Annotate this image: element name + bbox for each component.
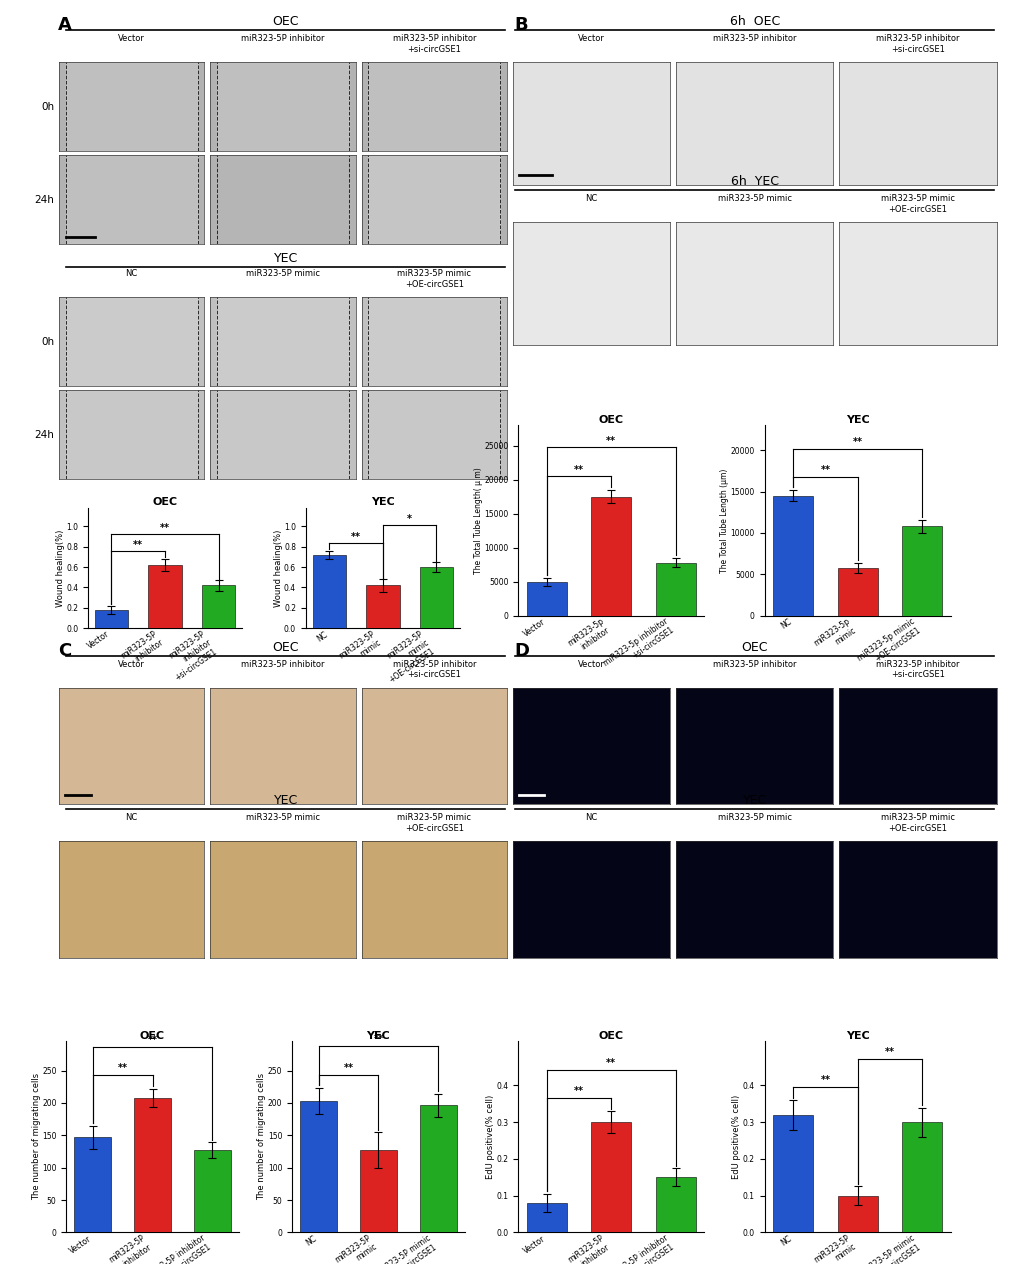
Text: **: ** (574, 1086, 583, 1096)
Y-axis label: EdU positive(% cell): EdU positive(% cell) (485, 1095, 494, 1179)
Bar (591, 1122, 631, 1232)
Y-axis label: The number of migrating cells: The number of migrating cells (32, 1073, 41, 1201)
Text: OEC: OEC (741, 641, 767, 653)
Bar (420, 568, 452, 628)
Text: Vector: Vector (118, 660, 145, 669)
Text: **: ** (351, 532, 361, 542)
Bar (591, 497, 631, 616)
Bar (202, 585, 235, 628)
Text: Vector: Vector (118, 34, 145, 43)
Text: miR323-5P mimic
+OE-circGSE1: miR323-5P mimic +OE-circGSE1 (397, 269, 471, 288)
Bar (419, 1106, 457, 1232)
Text: YEC: YEC (742, 794, 766, 808)
Text: *: * (407, 514, 412, 525)
Text: A: A (58, 16, 72, 34)
Text: C: C (58, 642, 71, 660)
Text: **: ** (160, 522, 170, 532)
Text: 0h: 0h (41, 101, 54, 111)
Text: **: ** (884, 1047, 894, 1057)
Text: YEC: YEC (273, 794, 298, 808)
Text: NC: NC (125, 269, 138, 278)
Text: miR323-5P inhibitor: miR323-5P inhibitor (712, 34, 796, 43)
Text: miR323-5P inhibitor: miR323-5P inhibitor (242, 660, 324, 669)
Text: miR323-5P inhibitor
+si-circGSE1: miR323-5P inhibitor +si-circGSE1 (392, 660, 476, 679)
Title: OEC: OEC (598, 415, 624, 425)
Bar (772, 1115, 812, 1232)
Text: 24h: 24h (35, 195, 54, 205)
Bar (837, 568, 876, 616)
Text: YEC: YEC (273, 252, 298, 264)
Text: 24h: 24h (35, 430, 54, 440)
Text: Vector: Vector (578, 660, 604, 669)
Text: D: D (514, 642, 529, 660)
Title: YEC: YEC (371, 497, 394, 507)
Text: **: ** (343, 1063, 354, 1073)
Text: miR323-5P mimic
+OE-circGSE1: miR323-5P mimic +OE-circGSE1 (880, 195, 954, 214)
Text: **: ** (819, 465, 829, 475)
Text: NC: NC (585, 195, 597, 204)
Title: YEC: YEC (366, 1030, 390, 1040)
Bar (313, 555, 345, 628)
Bar (837, 1196, 876, 1232)
Text: miR323-5P mimic: miR323-5P mimic (717, 813, 791, 822)
Text: miR323-5P inhibitor
+si-circGSE1: miR323-5P inhibitor +si-circGSE1 (875, 34, 959, 53)
Text: **: ** (574, 465, 583, 474)
Text: miR323-5P inhibitor
+si-circGSE1: miR323-5P inhibitor +si-circGSE1 (875, 660, 959, 679)
Text: **: ** (148, 1035, 157, 1045)
Title: OEC: OEC (140, 1030, 165, 1040)
Text: **: ** (605, 436, 615, 446)
Bar (366, 585, 399, 628)
Text: **: ** (852, 437, 862, 447)
Bar (655, 1177, 695, 1232)
Text: **: ** (117, 1063, 127, 1073)
Text: miR323-5P inhibitor
+si-circGSE1: miR323-5P inhibitor +si-circGSE1 (392, 34, 476, 53)
Text: 6h  OEC: 6h OEC (729, 15, 780, 28)
Text: 0h: 0h (41, 336, 54, 346)
Text: 6h  YEC: 6h YEC (730, 174, 779, 188)
Bar (655, 562, 695, 616)
Text: miR323-5P mimic: miR323-5P mimic (717, 195, 791, 204)
Bar (526, 581, 567, 616)
Y-axis label: The number of migrating cells: The number of migrating cells (257, 1073, 266, 1201)
Bar (149, 565, 181, 628)
Title: YEC: YEC (845, 1030, 868, 1040)
Bar (133, 1097, 171, 1232)
Text: **: ** (373, 1034, 383, 1044)
Y-axis label: Wound healing(%): Wound healing(%) (273, 530, 282, 607)
Text: NC: NC (125, 813, 138, 822)
Y-axis label: Wound healing(%): Wound healing(%) (56, 530, 64, 607)
Bar (360, 1150, 396, 1232)
Text: OEC: OEC (272, 641, 299, 653)
Bar (74, 1138, 111, 1232)
Text: miR323-5P mimic: miR323-5P mimic (246, 269, 320, 278)
Bar (526, 1203, 567, 1232)
Bar (901, 1122, 942, 1232)
Bar (772, 495, 812, 616)
Y-axis label: The Total Tube Length( μ m): The Total Tube Length( μ m) (474, 468, 482, 574)
Text: B: B (514, 16, 527, 34)
Title: OEC: OEC (598, 1030, 624, 1040)
Text: **: ** (133, 540, 143, 550)
Text: miR323-5P mimic
+OE-circGSE1: miR323-5P mimic +OE-circGSE1 (397, 813, 471, 833)
Text: OEC: OEC (272, 15, 299, 28)
Text: Vector: Vector (578, 34, 604, 43)
Text: miR323-5P mimic
+OE-circGSE1: miR323-5P mimic +OE-circGSE1 (880, 813, 954, 833)
Text: **: ** (605, 1058, 615, 1068)
Title: OEC: OEC (152, 497, 177, 507)
Bar (194, 1150, 230, 1232)
Text: miR323-5P inhibitor: miR323-5P inhibitor (242, 34, 324, 43)
Bar (300, 1101, 336, 1232)
Bar (95, 611, 128, 628)
Title: YEC: YEC (845, 415, 868, 425)
Y-axis label: EdU positive(% cell): EdU positive(% cell) (732, 1095, 741, 1179)
Text: NC: NC (585, 813, 597, 822)
Bar (901, 526, 942, 616)
Y-axis label: The Total Tube Length (μm): The Total Tube Length (μm) (719, 468, 729, 573)
Text: **: ** (819, 1076, 829, 1086)
Text: miR323-5P mimic: miR323-5P mimic (246, 813, 320, 822)
Text: miR323-5P inhibitor: miR323-5P inhibitor (712, 660, 796, 669)
